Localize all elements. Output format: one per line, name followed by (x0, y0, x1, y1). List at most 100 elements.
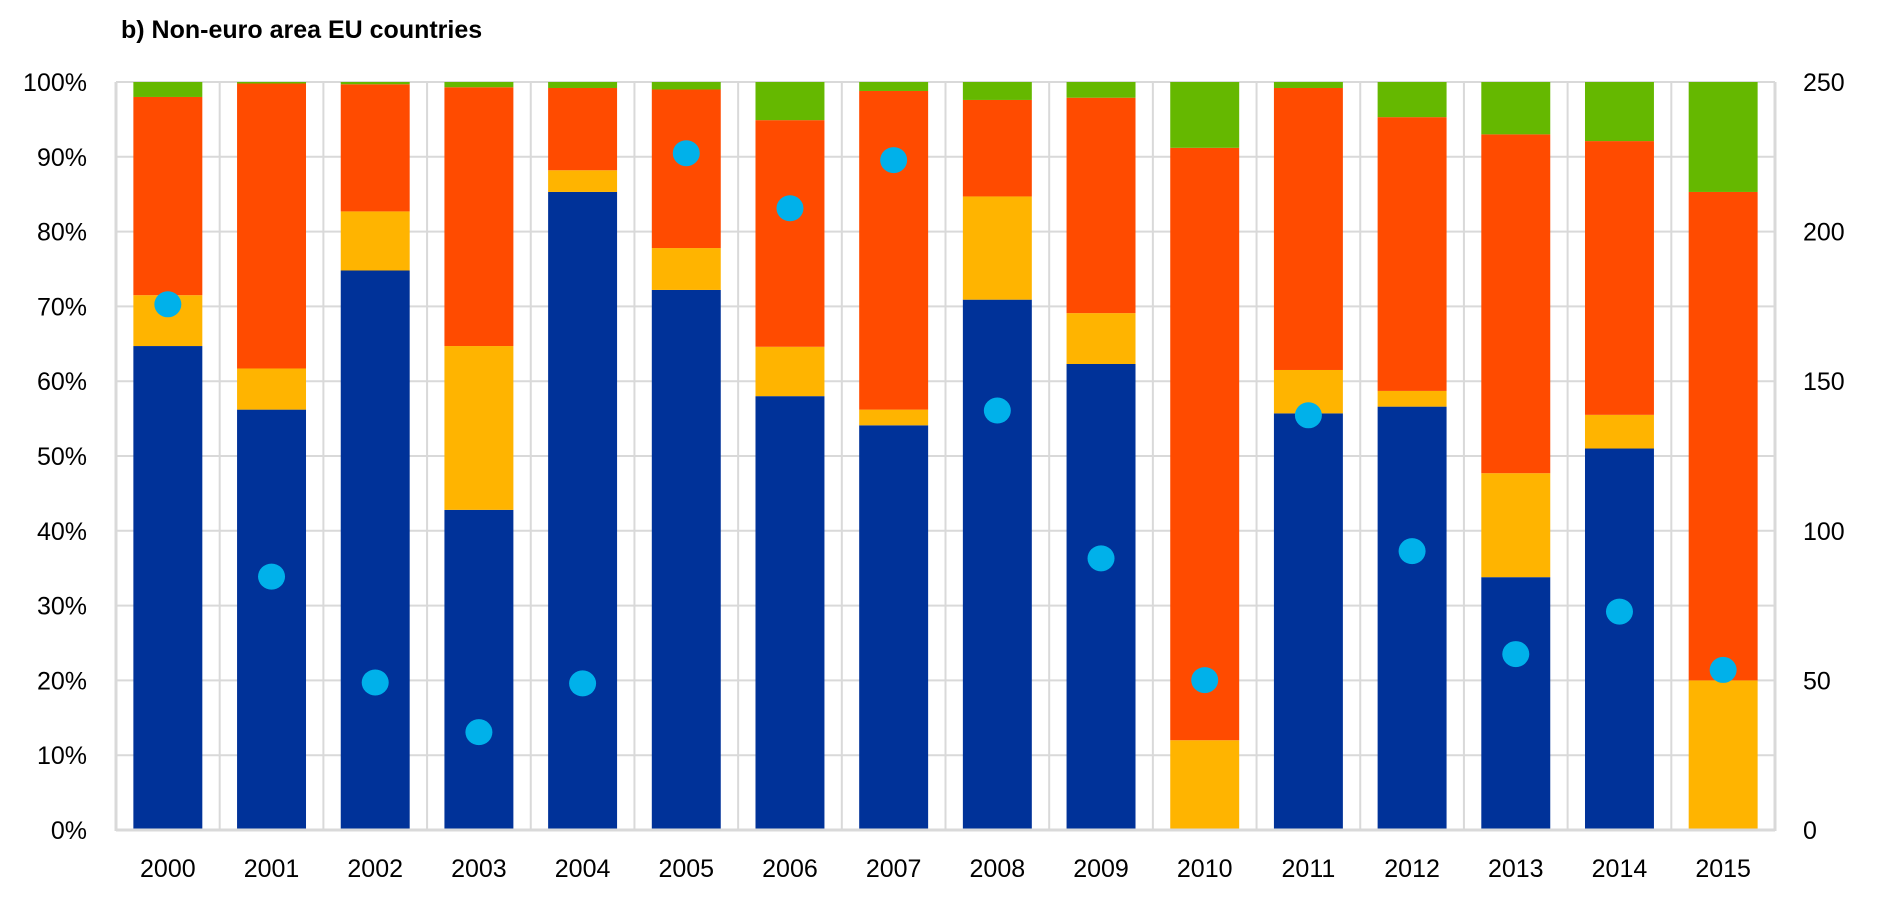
bar-segment-series-3-2008 (962, 99, 1032, 197)
x-tick-label: 2002 (347, 855, 403, 883)
bar-segment-series-1-2011 (1273, 413, 1343, 830)
dot-point-2012 (1398, 538, 1426, 565)
y2-tick-label: 150 (1803, 368, 1845, 396)
bar-segment-series-4-2004 (548, 82, 618, 88)
x-tick-label: 2000 (140, 855, 196, 883)
dot-point-2010 (1191, 667, 1219, 694)
dot-point-2015 (1709, 656, 1737, 683)
bar-segment-series-2-2010 (1170, 740, 1240, 830)
bar-segment-series-3-2012 (1377, 117, 1447, 391)
x-tick-label: 2010 (1177, 855, 1233, 883)
dot-point-2005 (672, 140, 700, 167)
bar-segment-series-2-2008 (962, 196, 1032, 300)
x-tick-label: 2001 (244, 855, 300, 883)
y2-tick-label: 250 (1803, 69, 1845, 97)
bar-segment-series-4-2001 (237, 82, 307, 84)
x-tick-label: 2012 (1384, 855, 1440, 883)
bar-segment-series-4-2006 (755, 82, 825, 121)
bar-segment-series-3-2010 (1170, 147, 1240, 741)
dot-point-2003 (465, 719, 493, 746)
x-tick-label: 2006 (762, 855, 818, 883)
bar-segment-series-2-2004 (548, 170, 618, 192)
bar-segment-series-4-2010 (1170, 82, 1240, 148)
y2-tick-label: 0 (1803, 817, 1817, 845)
y-tick-label: 90% (37, 144, 87, 172)
bar-segment-series-4-2003 (444, 82, 514, 88)
bar-segment-series-4-2012 (1377, 82, 1447, 118)
dot-point-2008 (983, 397, 1011, 424)
dot-point-2013 (1502, 641, 1530, 668)
bar-segment-series-2-2006 (755, 346, 825, 397)
y-tick-label: 40% (37, 518, 87, 546)
bar-segment-series-3-2005 (651, 89, 721, 249)
y-tick-label: 10% (37, 742, 87, 770)
y2-tick-label: 50 (1803, 667, 1831, 695)
x-axis-labels: 2000 2001 2002 2003 2004 2005 2006 2007 2008 2009… (140, 855, 1751, 883)
bar-segment-series-1-2014 (1584, 448, 1654, 830)
bar-segment-series-2-2012 (1377, 390, 1447, 407)
bar-segment-series-4-2000 (133, 82, 203, 97)
bar-segment-series-2-2013 (1481, 473, 1551, 578)
bar-segment-series-3-2004 (548, 87, 618, 171)
dot-point-2000 (154, 291, 182, 318)
x-tick-label: 2004 (555, 855, 611, 883)
y2-tick-label: 100 (1803, 518, 1845, 546)
x-tick-label: 2008 (970, 855, 1026, 883)
y-tick-label: 70% (37, 293, 87, 321)
axes (114, 82, 1777, 832)
bar-segment-series-4-2014 (1584, 82, 1654, 142)
bar-segment-series-2-2009 (1066, 313, 1136, 364)
chart-title: b) Non-euro area EU countries (121, 16, 483, 44)
dot-point-2009 (1087, 545, 1115, 572)
bar-segment-series-1-2004 (548, 191, 618, 830)
bar-segment-series-2-2014 (1584, 414, 1654, 449)
bar-segment-series-4-2007 (859, 82, 929, 91)
bar-segment-series-3-2001 (237, 83, 307, 369)
bar-segment-series-3-2009 (1066, 97, 1136, 314)
dot-point-2006 (776, 195, 804, 222)
y2-tick-label: 200 (1803, 219, 1845, 247)
dot-series (154, 140, 1737, 746)
bar-segment-series-3-2006 (755, 120, 825, 347)
x-tick-label: 2003 (451, 855, 507, 883)
bar-segment-series-1-2012 (1377, 406, 1447, 830)
y-tick-label: 60% (37, 368, 87, 396)
dot-point-2004 (569, 670, 597, 697)
bar-segment-series-1-2006 (755, 396, 825, 830)
bar-segment-series-2-2015 (1688, 680, 1758, 830)
bar-segment-series-2-2007 (859, 409, 929, 426)
bar-segment-series-2-2005 (651, 248, 721, 290)
bar-segment-series-3-2011 (1273, 87, 1343, 370)
bar-segment-series-3-2013 (1481, 134, 1551, 474)
bar-segment-series-3-2003 (444, 87, 514, 347)
dot-point-2007 (880, 147, 908, 174)
x-tick-label: 2013 (1488, 855, 1544, 883)
bar-segment-series-3-2007 (859, 90, 929, 410)
bar-segment-series-3-2002 (340, 84, 410, 212)
y-tick-label: 50% (37, 443, 87, 471)
bar-segment-series-3-2000 (133, 96, 203, 296)
y-tick-label: 0% (51, 817, 87, 845)
x-tick-label: 2009 (1073, 855, 1129, 883)
x-tick-label: 2015 (1695, 855, 1751, 883)
bar-segment-series-1-2002 (340, 270, 410, 831)
bar-segment-series-1-2013 (1481, 577, 1551, 830)
bar-segment-series-4-2009 (1066, 82, 1136, 98)
bar-segment-series-3-2014 (1584, 141, 1654, 415)
y-tick-label: 30% (37, 593, 87, 621)
dot-point-2001 (258, 563, 286, 590)
bar-segment-series-2-2002 (340, 211, 410, 271)
bar-segment-series-1-2007 (859, 425, 929, 830)
bar-segment-series-4-2008 (962, 82, 1032, 100)
y-tick-label: 80% (37, 219, 87, 247)
x-tick-label: 2005 (658, 855, 714, 883)
bar-segment-series-3-2015 (1688, 191, 1758, 681)
x-tick-label: 2011 (1282, 855, 1336, 883)
bar-segment-series-2-2003 (444, 346, 514, 510)
bar-segment-series-4-2005 (651, 82, 721, 90)
bar-segment-series-4-2013 (1481, 82, 1551, 135)
y-axis-right-labels: 0 50 100 150 200 250 (1803, 69, 1845, 845)
bar-segment-series-1-2009 (1066, 363, 1136, 830)
dot-point-2002 (361, 669, 389, 696)
